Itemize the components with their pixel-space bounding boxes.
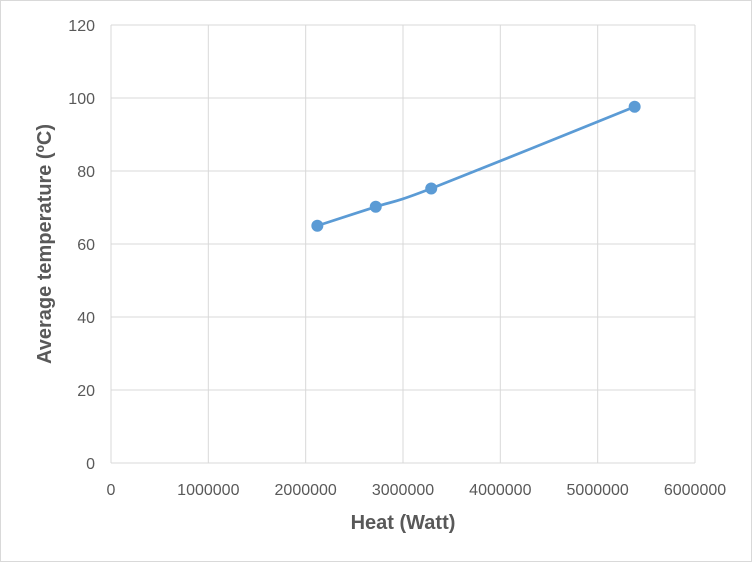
y-tick-label: 0 (86, 456, 95, 473)
series (311, 100, 641, 232)
y-tick-label: 100 (68, 91, 95, 108)
x-axis-ticks: 0 1000000 2000000 3000000 4000000 5000000 6000… (107, 482, 727, 499)
data-point (311, 219, 324, 232)
x-axis-title: Heat (Watt) (351, 512, 456, 534)
x-tick-label: 3000000 (372, 482, 434, 499)
series-line (315, 105, 637, 228)
y-tick-label: 120 (68, 18, 95, 35)
y-tick-label: 60 (77, 237, 95, 254)
data-point (628, 100, 641, 113)
x-tick-label: 0 (107, 482, 116, 499)
y-tick-label: 80 (77, 164, 95, 181)
x-tick-label: 2000000 (275, 482, 337, 499)
gridlines (110, 24, 696, 463)
x-tick-label: 5000000 (567, 482, 629, 499)
x-tick-label: 6000000 (664, 482, 726, 499)
y-axis-ticks: 0 20 40 60 80 100 120 (68, 18, 95, 473)
y-axis-title: Average temperature (ºC) (34, 124, 56, 364)
y-tick-label: 40 (77, 310, 95, 327)
y-tick-label: 20 (77, 383, 95, 400)
x-tick-label: 4000000 (469, 482, 531, 499)
data-point (425, 182, 438, 195)
data-point (369, 200, 382, 213)
x-tick-label: 1000000 (177, 482, 239, 499)
